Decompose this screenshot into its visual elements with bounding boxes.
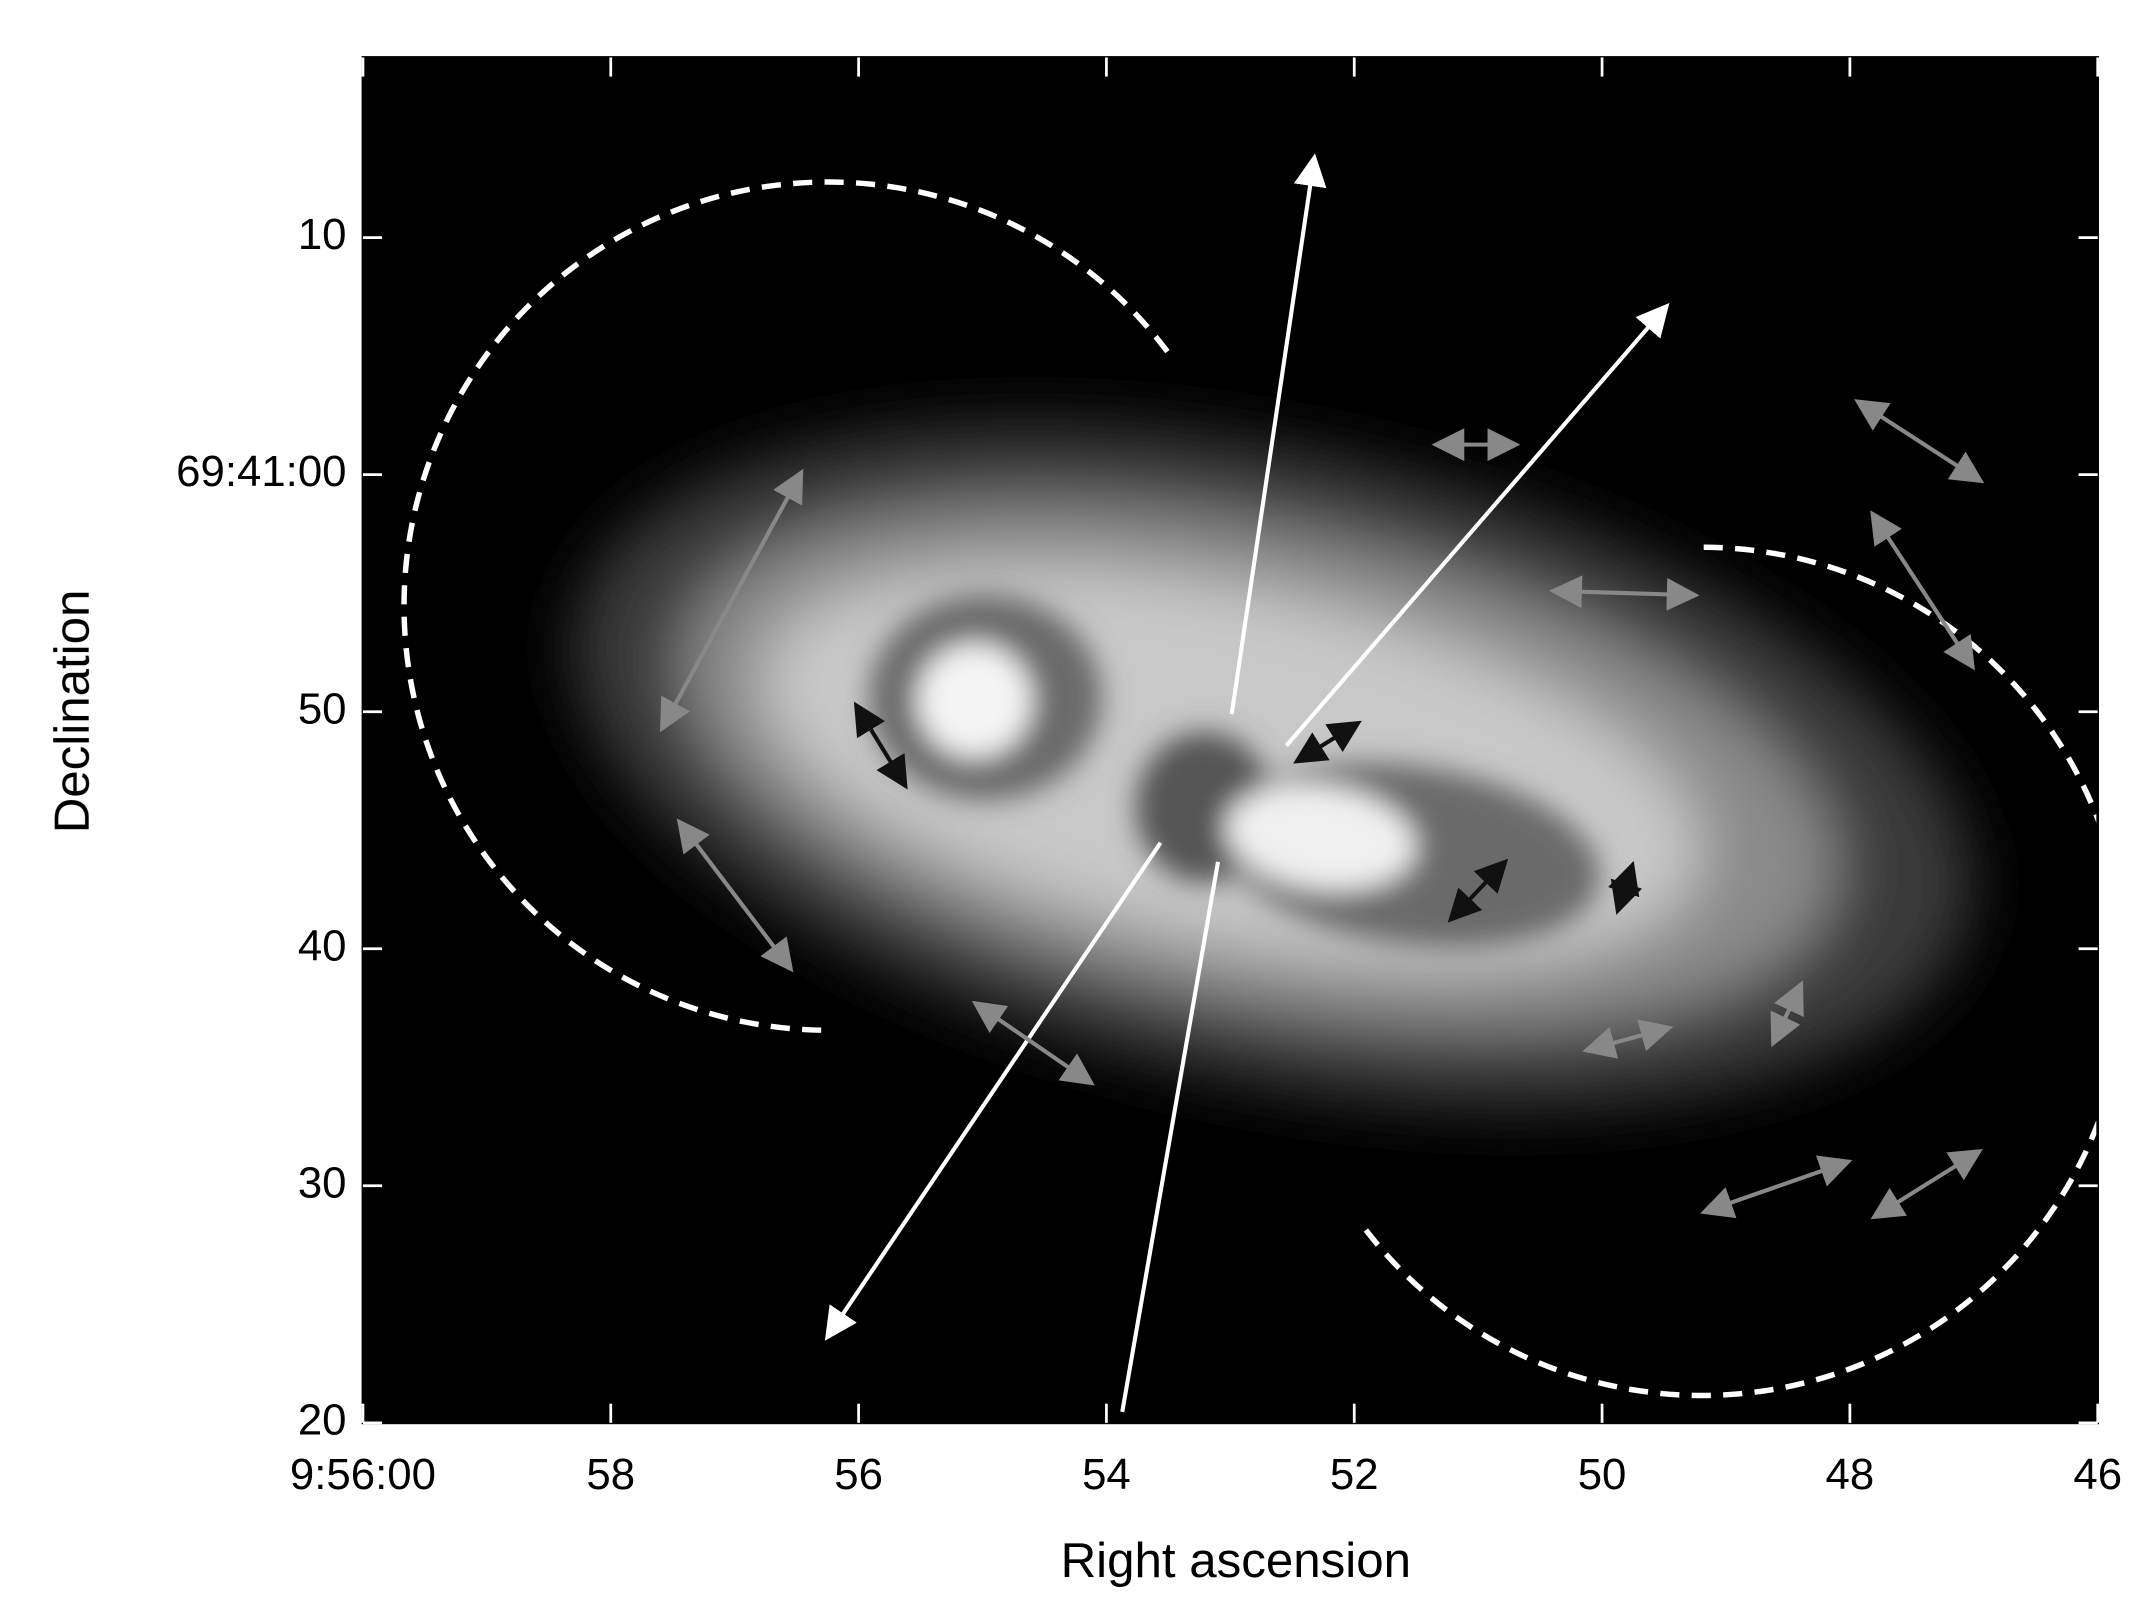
y-tick-label: 69:41:00 [176, 447, 346, 496]
y-tick-label: 30 [298, 1158, 347, 1207]
x-tick-label: 58 [586, 1450, 635, 1499]
y-tick-label: 20 [298, 1395, 347, 1444]
x-tick-label: 9:56:00 [290, 1450, 436, 1499]
plot-frame [361, 56, 2100, 1425]
x-tick-label: 56 [834, 1450, 883, 1499]
x-tick-label: 50 [1578, 1450, 1627, 1499]
y-tick-label: 40 [298, 921, 347, 970]
image [362, 57, 2098, 1423]
x-axis-title: Right ascension [1061, 1533, 1411, 1588]
x-tick-label: 48 [1826, 1450, 1875, 1499]
y-tick-label: 10 [298, 210, 347, 259]
x-tick-label: 54 [1082, 1450, 1131, 1499]
x-tick-label: 52 [1330, 1450, 1379, 1499]
y-tick-label: 50 [298, 684, 347, 733]
y-axis-title: Declination [45, 590, 100, 834]
x-tick-label: 46 [2073, 1450, 2122, 1499]
